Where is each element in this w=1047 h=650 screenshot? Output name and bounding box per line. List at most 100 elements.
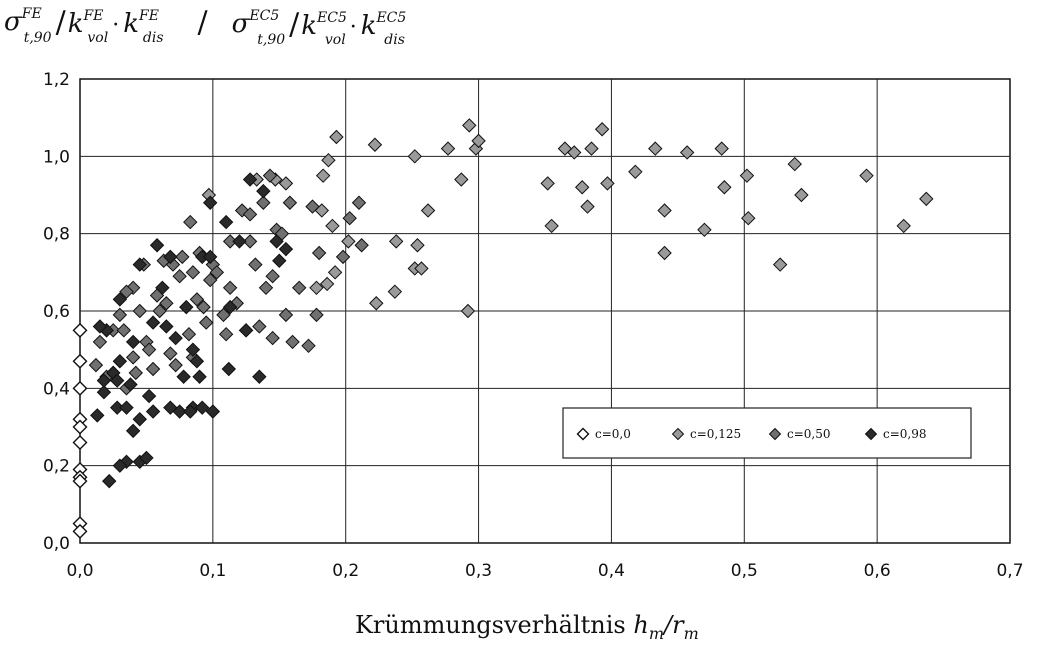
data-point — [717, 180, 732, 195]
data-point — [92, 334, 108, 350]
legend-marker — [768, 427, 782, 441]
data-point — [72, 473, 88, 489]
data-point — [132, 412, 147, 427]
data-point — [657, 245, 672, 261]
data-point — [309, 307, 324, 323]
data-point — [92, 319, 108, 334]
data-point — [242, 234, 258, 249]
data-point — [256, 183, 271, 199]
data-point — [128, 365, 144, 381]
x-tick-label: 0,6 — [864, 561, 891, 581]
data-point — [234, 203, 250, 218]
legend-box — [562, 407, 972, 459]
data-point — [580, 199, 595, 214]
data-point — [112, 354, 128, 369]
data-point — [460, 303, 476, 319]
legend-label: c=0,98 — [883, 427, 927, 441]
data-point — [388, 234, 404, 249]
series-diamond-medium — [88, 168, 369, 396]
data-point — [319, 276, 335, 292]
data-point — [301, 338, 316, 354]
y-tick-label: 0,8 — [43, 225, 70, 245]
data-point — [739, 168, 755, 183]
data-point — [159, 319, 174, 334]
x-tick-label: 0,7 — [996, 561, 1023, 581]
data-point — [342, 210, 357, 226]
data-point — [787, 156, 802, 172]
legend-items: c=0,0 c=0,125 c=0,50 c=0,98 — [576, 427, 927, 441]
data-point — [221, 361, 237, 377]
x-tick-label: 0,2 — [332, 561, 359, 581]
data-point — [697, 222, 712, 238]
data-point — [202, 272, 218, 288]
y-tick-label: 1,0 — [43, 147, 70, 167]
legend-marker — [671, 427, 685, 441]
data-point — [90, 408, 105, 423]
data-point — [584, 141, 599, 156]
data-point — [285, 334, 300, 350]
data-point — [258, 280, 274, 296]
data-point — [471, 133, 486, 149]
data-point — [369, 296, 384, 311]
data-point — [176, 369, 191, 384]
data-point — [859, 168, 874, 183]
x-tick-label: 0,1 — [199, 561, 226, 581]
data-point — [242, 172, 258, 187]
data-point — [196, 299, 211, 315]
data-point — [132, 257, 147, 272]
y-axis-ticks: 0,0 0,2 0,4 0,6 0,8 1,0 1,2 — [43, 70, 70, 554]
data-point — [149, 238, 165, 253]
data-point — [119, 284, 134, 299]
data-point — [557, 141, 573, 156]
y-tick-label: 0,6 — [43, 302, 70, 322]
data-point — [179, 299, 194, 315]
data-point — [132, 303, 147, 319]
data-point — [172, 404, 187, 419]
y-tick-label: 1,2 — [43, 70, 70, 90]
x-tick-label: 0,3 — [465, 561, 492, 581]
x-axis-title: Krümmungsverhältnis hm/rm — [355, 611, 699, 643]
data-point — [272, 253, 287, 268]
data-point — [278, 176, 294, 191]
data-point — [102, 473, 117, 489]
data-point — [282, 195, 298, 210]
data-point — [139, 450, 154, 466]
data-point — [335, 249, 351, 265]
data-point — [112, 307, 128, 323]
data-point — [209, 265, 225, 280]
data-point — [145, 361, 161, 377]
data-point — [262, 168, 278, 183]
data-point — [96, 384, 112, 400]
series-diamond-dark — [90, 172, 294, 489]
data-point — [232, 234, 247, 249]
data-point — [462, 118, 477, 133]
data-point — [327, 265, 343, 280]
legend: c=0,0 c=0,125 c=0,50 c=0,98 — [562, 407, 972, 459]
data-point — [410, 238, 425, 253]
data-point — [109, 373, 125, 388]
data-point — [315, 168, 331, 183]
data-point — [440, 141, 456, 156]
data-point — [72, 434, 88, 450]
data-point — [454, 172, 469, 187]
data-point — [112, 292, 128, 307]
data-point — [896, 218, 911, 234]
data-point — [229, 296, 244, 311]
data-point — [351, 195, 367, 210]
data-point — [72, 322, 88, 338]
data-point — [195, 400, 210, 415]
series-open-diamond — [72, 322, 88, 539]
legend-label: c=0,50 — [787, 427, 831, 441]
grid-lines — [80, 79, 1010, 543]
legend-marker — [576, 427, 590, 441]
legend-label: c=0,125 — [690, 427, 741, 441]
data-point — [72, 419, 88, 435]
data-point — [420, 203, 436, 218]
data-point — [72, 380, 88, 396]
data-point — [594, 122, 610, 137]
data-point — [238, 323, 254, 338]
data-point — [183, 214, 198, 230]
data-point — [189, 292, 205, 307]
x-axis-ticks: 0,0 0,1 0,2 0,3 0,4 0,5 0,6 0,7 — [66, 561, 1023, 581]
